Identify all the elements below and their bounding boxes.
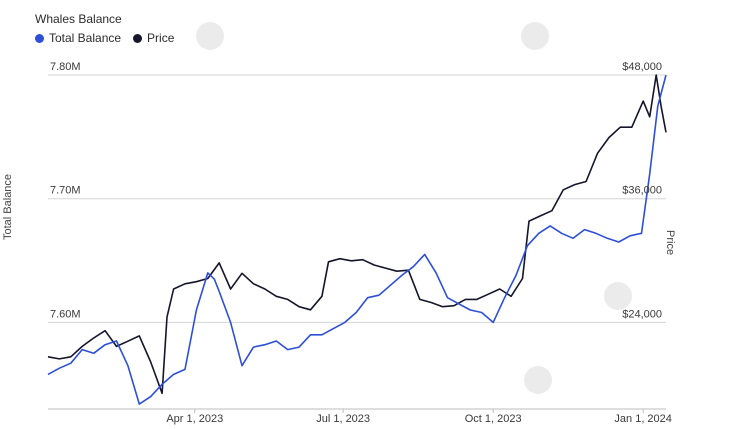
series-line-price [47,74,667,395]
legend-dot-price [133,33,143,43]
y-left-tick-label: 7.70M [50,185,81,197]
legend-item-total-balance[interactable]: Total Balance [35,31,121,45]
legend-label-price: Price [147,31,175,45]
y-right-tick-label: $24,000 [622,308,662,320]
legend-dot-total-balance [35,33,44,43]
chart-title: Whales Balance [35,12,122,26]
y-left-tick-label: 7.60M [50,308,81,320]
y-right-tick-label: $36,000 [622,185,662,197]
watermark-logo-icon [196,22,632,394]
legend-label-total-balance: Total Balance [49,31,122,45]
y-right-tick-label: $48,000 [622,61,662,73]
x-tick-label: Jan 1, 2024 [614,413,672,425]
y-left-tick-label: 7.80M [50,61,81,73]
chart-legend: Total Balance Price [35,31,174,45]
x-tick-label: Oct 1, 2023 [465,413,522,425]
x-tick-label: Jul 1, 2023 [316,413,370,425]
series-line-total-balance [47,74,667,405]
x-tick-label: Apr 1, 2023 [166,413,223,425]
legend-item-price[interactable]: Price [133,31,174,45]
